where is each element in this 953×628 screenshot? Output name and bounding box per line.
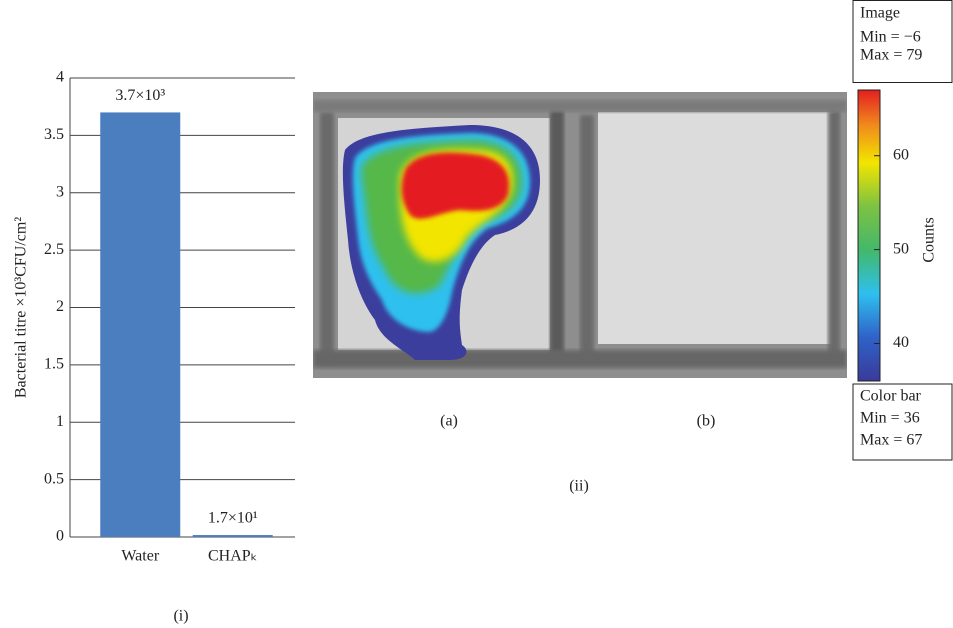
info-text: Min = −6 (860, 29, 921, 46)
x-tick-label: Water (121, 548, 159, 565)
bar (192, 535, 273, 537)
info-text: Color bar (860, 388, 922, 405)
y-tick-label: 2 (56, 298, 64, 315)
y-axis-label: Bacterial titre ×10³CFU/cm² (13, 217, 30, 398)
y-tick-label: 60 (893, 146, 909, 163)
info-box (852, 383, 953, 461)
panel-label: (b) (697, 413, 716, 430)
y-tick-label: 4 (56, 69, 64, 86)
info-text: Max = 79 (860, 47, 922, 64)
panel-label: (a) (440, 413, 458, 430)
value-label: 3.7×10³ (115, 87, 165, 104)
y-tick-label: 3.5 (44, 126, 64, 143)
info-box (852, 0, 953, 83)
info-text: Max = 67 (860, 432, 922, 449)
caption: (i) (173, 608, 188, 625)
y-tick-label: 2.5 (44, 241, 64, 258)
y-tick-label: 1 (56, 413, 64, 430)
info-text: Image (860, 5, 900, 22)
y-tick-label: 50 (893, 240, 909, 257)
y-tick-label: 0 (56, 528, 64, 545)
bar (100, 112, 181, 538)
heatmap-blob (342, 125, 540, 360)
value-label: 1.7×10¹ (208, 510, 258, 527)
x-tick-label: CHAPₖ (208, 548, 258, 565)
y-tick-label: 40 (893, 334, 909, 351)
y-tick-label: 0.5 (44, 470, 64, 487)
caption: (ii) (569, 478, 589, 495)
axis-label: Counts (921, 217, 938, 262)
y-tick-label: 3 (56, 183, 64, 200)
y-tick-label: 1.5 (44, 356, 64, 373)
info-text: Min = 36 (860, 410, 920, 427)
colorbar (857, 89, 881, 382)
